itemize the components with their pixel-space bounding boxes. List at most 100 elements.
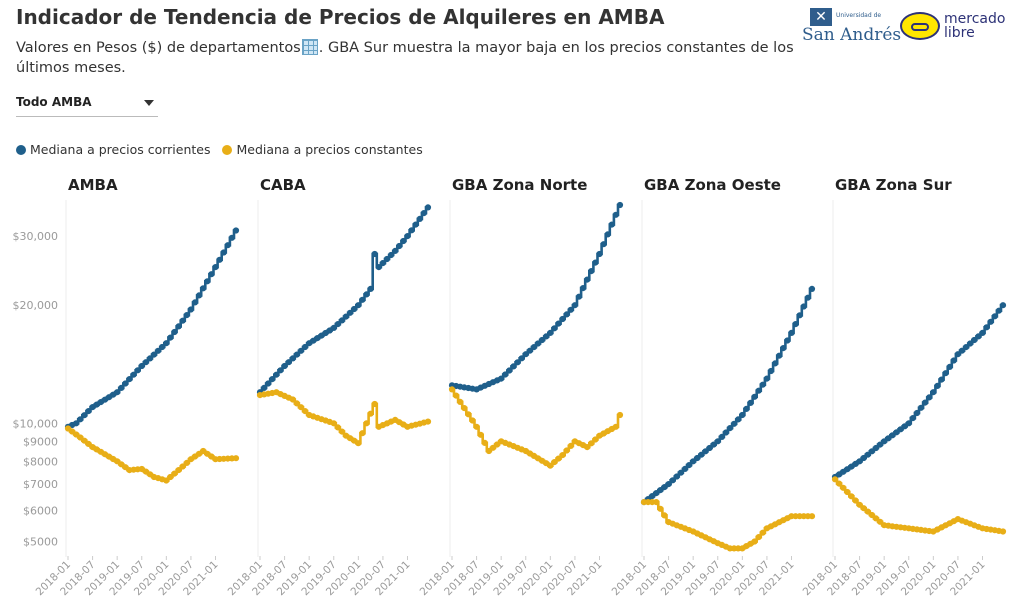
data-point <box>735 416 742 423</box>
data-point <box>481 439 488 446</box>
data-point <box>502 371 509 378</box>
data-point <box>999 528 1007 535</box>
data-point <box>355 440 362 447</box>
data-point <box>551 325 558 332</box>
data-point <box>448 386 456 393</box>
data-point <box>347 309 354 316</box>
data-point <box>831 476 839 483</box>
chart-subtitle: Valores en Pesos ($) de departamentos. G… <box>16 38 796 78</box>
data-point <box>367 285 374 292</box>
data-point <box>363 420 370 427</box>
data-point <box>506 367 513 374</box>
data-point <box>616 411 624 419</box>
y-tick-label: $5000 <box>23 535 58 548</box>
data-point <box>118 384 125 391</box>
data-point <box>228 234 235 241</box>
data-point <box>518 355 525 362</box>
data-point <box>273 371 280 378</box>
data-point <box>967 340 974 347</box>
data-point <box>958 347 966 354</box>
data-point <box>909 415 917 422</box>
data-point <box>600 241 607 248</box>
legend-label: Mediana a precios constantes <box>236 142 423 157</box>
data-point <box>355 302 362 309</box>
data-point <box>420 210 427 217</box>
data-point <box>975 333 982 340</box>
data-point <box>596 250 603 258</box>
data-point <box>673 473 680 480</box>
data-point <box>954 351 962 358</box>
data-point <box>224 242 231 249</box>
data-point <box>575 293 583 300</box>
data-point <box>844 488 851 496</box>
data-point <box>584 444 591 451</box>
data-point <box>743 405 750 412</box>
data-point <box>302 343 309 351</box>
data-point <box>808 285 816 292</box>
data-point <box>359 430 366 437</box>
y-tick-label: $6000 <box>23 504 58 517</box>
data-point <box>772 360 779 367</box>
chart-title: Indicador de Tendencia de Precios de Alq… <box>16 5 665 29</box>
y-tick-label: $8000 <box>23 455 58 468</box>
data-point <box>714 438 721 445</box>
data-point <box>155 347 162 354</box>
data-point <box>114 389 121 396</box>
data-point <box>979 329 986 336</box>
data-point <box>722 429 730 436</box>
data-point <box>999 302 1007 309</box>
legend-label: Mediana a precios corrientes <box>30 142 211 157</box>
data-point <box>220 249 227 256</box>
data-point <box>175 467 182 474</box>
region-dropdown[interactable]: Todo AMBA <box>16 92 158 117</box>
data-point <box>852 497 859 504</box>
data-point <box>995 307 1003 314</box>
data-point <box>571 302 579 309</box>
data-point <box>379 260 386 267</box>
data-point <box>293 351 300 358</box>
data-point <box>289 396 296 403</box>
data-point <box>616 201 624 209</box>
data-point <box>179 317 186 324</box>
data-point <box>191 299 199 306</box>
data-point <box>338 317 346 324</box>
data-point <box>763 375 771 382</box>
panel-gba-zona-norte: GBA Zona Norte2018-012018-072019-012019-… <box>418 176 624 598</box>
data-point <box>526 347 534 354</box>
data-point <box>864 508 871 515</box>
data-point <box>297 404 305 411</box>
data-point <box>784 337 791 344</box>
data-point <box>698 451 705 458</box>
data-point <box>146 355 154 362</box>
data-point <box>404 233 411 240</box>
data-point <box>453 392 460 399</box>
panel-title: GBA Zona Oeste <box>644 176 781 194</box>
data-point <box>363 291 370 298</box>
data-point <box>183 459 190 466</box>
data-point <box>913 409 921 417</box>
data-point <box>792 321 799 328</box>
legend-item-corrientes[interactable]: Mediana a precios corrientes <box>16 142 210 157</box>
data-point <box>942 370 949 377</box>
data-point <box>204 278 211 285</box>
data-point <box>416 215 423 222</box>
panel-amba: AMBA2018-012018-072019-012019-072020-012… <box>34 176 240 598</box>
logo-name: San Andrés <box>802 25 902 45</box>
data-point <box>665 481 672 488</box>
data-point <box>555 320 562 327</box>
data-point <box>461 405 468 412</box>
data-point <box>465 411 472 418</box>
legend: Mediana a precios corrientes Mediana a p… <box>16 142 423 157</box>
data-point <box>261 384 268 391</box>
y-tick-label: $30,000 <box>13 230 59 243</box>
data-point <box>584 276 591 283</box>
data-point <box>934 382 941 389</box>
data-point <box>330 324 337 331</box>
data-point <box>412 221 419 228</box>
data-point <box>938 376 945 383</box>
data-point <box>983 324 990 331</box>
series-line-corrientes <box>835 303 1003 479</box>
data-point <box>150 351 158 358</box>
legend-item-constantes[interactable]: Mediana a precios constantes <box>222 142 423 157</box>
data-point <box>200 285 207 292</box>
